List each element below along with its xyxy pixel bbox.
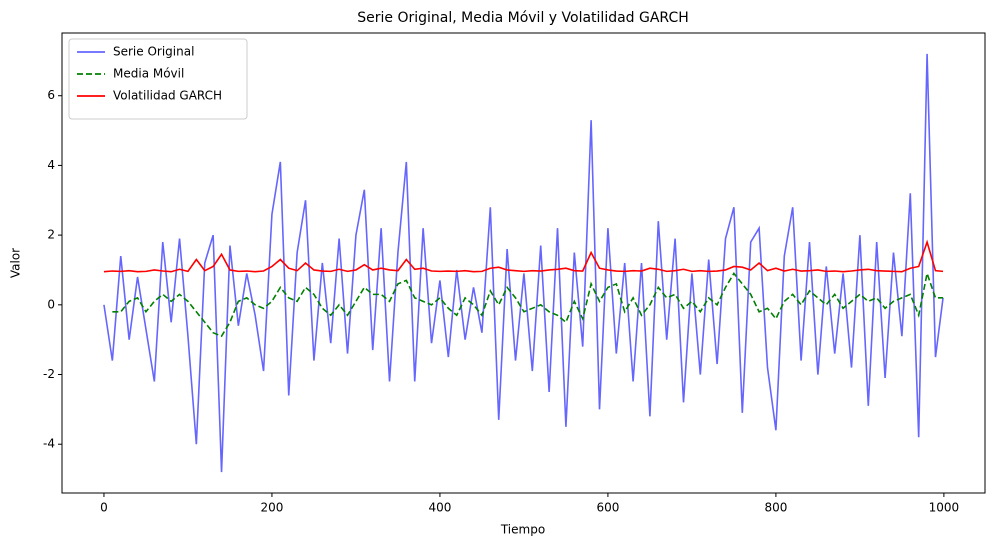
x-tick-label: 200 [260, 501, 283, 515]
legend-label: Serie Original [113, 45, 194, 59]
legend-box [68, 38, 248, 120]
y-tick-label: 0 [47, 297, 55, 311]
series-line [103, 239, 944, 273]
x-tick-label: 600 [596, 501, 619, 515]
y-tick-label: -4 [43, 437, 55, 451]
legend-label: Volatilidad GARCH [113, 89, 222, 103]
series-line [112, 270, 944, 338]
plot-frame [61, 32, 986, 494]
legend-label: Media Móvil [113, 67, 184, 81]
x-tick-label: 400 [428, 501, 451, 515]
y-tick-label: -2 [43, 367, 55, 381]
y-axis-label: Valor [9, 248, 23, 278]
x-axis-label: Tiempo [500, 523, 545, 537]
x-tick-label: 800 [764, 501, 787, 515]
y-tick-label: 2 [47, 228, 55, 242]
y-tick-label: 6 [47, 88, 55, 102]
y-tick-label: 4 [47, 158, 55, 172]
x-tick-label: 0 [100, 501, 108, 515]
series-line [103, 53, 944, 473]
x-tick-label: 1000 [929, 501, 960, 515]
chart-title: Serie Original, Media Móvil y Volatilida… [357, 10, 689, 26]
